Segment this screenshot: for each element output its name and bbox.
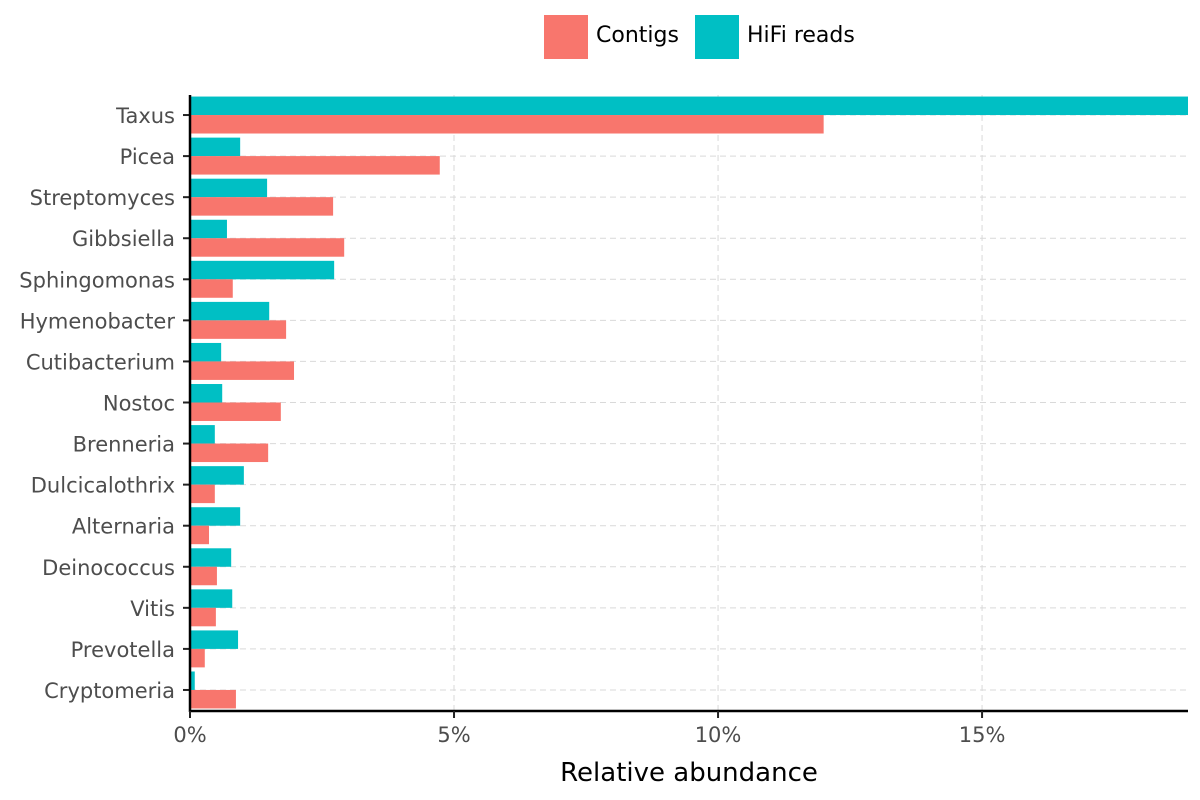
y-tick-label: Picea [120,145,175,169]
x-axis-title: Relative abundance [560,758,818,788]
x-tick-label: 10% [695,723,742,747]
bar-hifi-cutibacterium [190,342,222,362]
bar-contigs-vitis [190,607,216,627]
legend-label-contigs: Contigs [596,23,679,48]
bar-hifi-deinococcus [190,548,232,567]
y-tick-label: Taxus [115,104,175,128]
bar-contigs-deinococcus [190,566,217,586]
bar-contigs-sphingomonas [190,279,233,298]
bar-contigs-hymenobacter [190,320,287,339]
y-tick-label: Cutibacterium [26,350,175,374]
bar-contigs-cryptomeria [190,689,236,709]
x-tick-label: 5% [437,723,470,747]
y-tick-label: Nostoc [103,392,175,416]
bar-contigs-brenneria [190,443,269,463]
bar-contigs-dulcicalothrix [190,484,215,504]
bar-hifi-hymenobacter [190,301,270,321]
y-tick-label: Alternaria [72,515,175,539]
legend-swatch-hifi [695,15,739,59]
y-tick-label: Cryptomeria [44,679,175,703]
bar-contigs-picea [190,156,440,175]
bar-contigs-nostoc [190,402,281,421]
legend-label-hifi: HiFi reads [747,23,855,48]
bar-hifi-prevotella [190,630,239,649]
x-tick-label: 15% [959,723,1006,747]
y-tick-label: Prevotella [71,638,175,662]
bar-contigs-gibbsiella [190,238,345,257]
y-tick-label: Vitis [130,597,175,621]
y-tick-label: Deinococcus [42,556,175,580]
x-tick-label: 0% [173,723,206,747]
grid [190,95,1188,711]
bar-hifi-sphingomonas [190,260,335,280]
bar-hifi-nostoc [190,384,223,403]
y-tick-label: Gibbsiella [72,227,175,251]
bar-hifi-alternaria [190,507,241,526]
bar-hifi-picea [190,137,241,157]
bar-contigs-prevotella [190,648,205,668]
y-tick-label: Dulcicalothrix [31,474,175,498]
bar-hifi-dulcicalothrix [190,466,244,485]
y-tick-label: Hymenobacter [20,309,176,333]
bar-hifi-gibbsiella [190,219,227,239]
bar-contigs-taxus [190,115,824,134]
bar-hifi-vitis [190,589,233,608]
bar-hifi-streptomyces [190,178,268,198]
bar-hifi-taxus [190,96,1188,116]
legend: Contigs HiFi reads [544,15,855,59]
bar-hifi-brenneria [190,425,215,444]
y-tick-label: Streptomyces [30,186,175,210]
bars [190,96,1188,709]
bar-contigs-cutibacterium [190,361,295,380]
y-tick-label: Sphingomonas [19,268,175,292]
bar-contigs-alternaria [190,525,210,545]
axes: Taxus Picea Streptomyces Gibbsiella Sphingom… [19,95,1188,747]
bar-contigs-streptomyces [190,197,334,216]
legend-swatch-contigs [544,15,588,59]
bar-hifi-cryptomeria [190,671,195,690]
y-tick-label: Brenneria [73,433,175,457]
